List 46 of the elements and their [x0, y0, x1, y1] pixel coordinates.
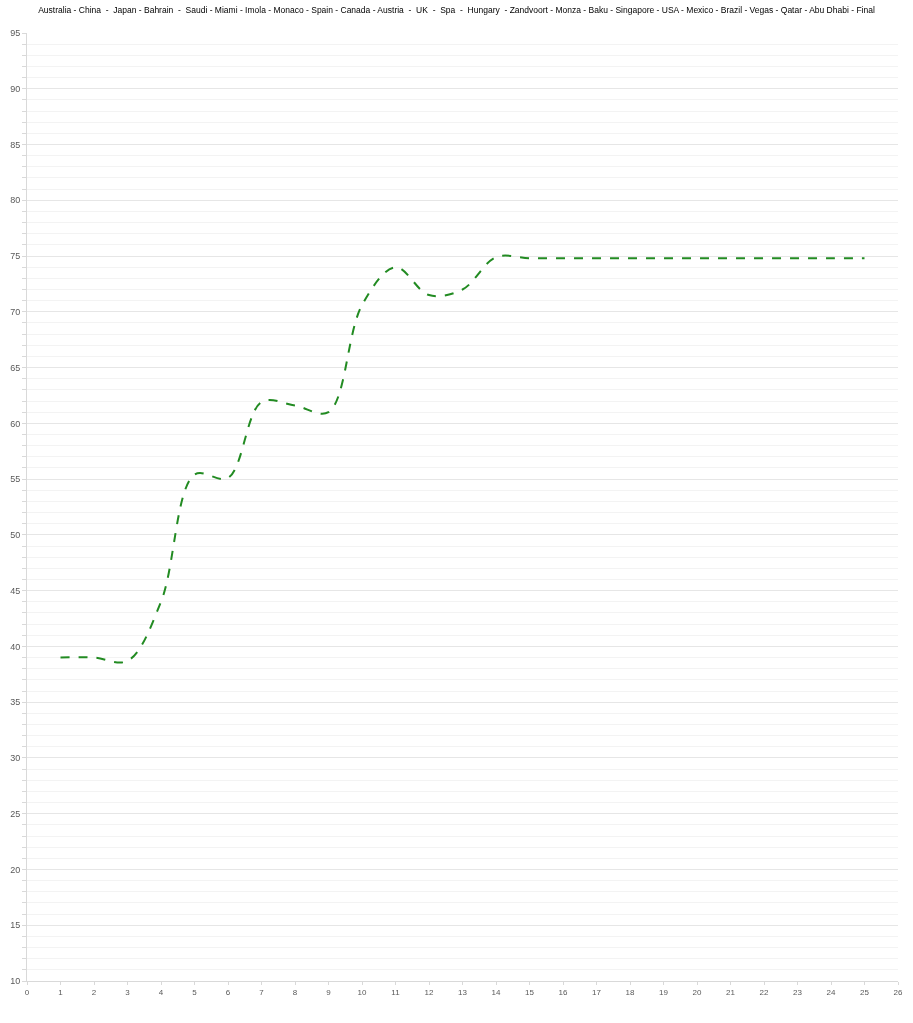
- x-tick-label: 21: [726, 987, 736, 997]
- y-tick-label: 80: [10, 195, 21, 206]
- x-tick-label: 8: [292, 987, 298, 997]
- y-tick-label: 25: [10, 808, 21, 819]
- y-tick-label: 45: [10, 585, 21, 596]
- x-tick-label: 23: [793, 987, 803, 997]
- x-tick-label: 25: [860, 987, 870, 997]
- y-tick-label: 75: [10, 251, 21, 262]
- x-tick-label: 15: [525, 987, 535, 997]
- y-tick-label: 30: [10, 753, 21, 764]
- x-tick-label: 26: [893, 987, 903, 997]
- y-tick-label: 15: [10, 920, 21, 931]
- x-tick-label: 1: [58, 987, 64, 997]
- chart-title: Australia - China - Japan - Bahrain - Saudi - Miami - Imola - Monaco - Spain - Canada - Austria - UK - Spa - Hungary - Zandvoort - Monza - Baku - Singapore - USA - Mexico - Brazil - Vegas - Qatar - Abu Dhabi - Final: [38, 5, 875, 16]
- x-tick-label: 22: [759, 987, 769, 997]
- y-tick-label: 10: [10, 976, 21, 987]
- x-tick-label: 17: [592, 987, 602, 997]
- x-tick-label: 18: [625, 987, 635, 997]
- y-tick-label: 90: [10, 83, 21, 94]
- x-tick-label: 6: [225, 987, 231, 997]
- x-tick-label: 3: [125, 987, 131, 997]
- x-tick-label: 13: [458, 987, 468, 997]
- y-tick-label: 20: [10, 864, 21, 875]
- x-tick-label: 5: [192, 987, 198, 997]
- x-tick-label: 11: [391, 987, 401, 997]
- x-tick-label: 7: [259, 987, 265, 997]
- x-tick-label: 20: [692, 987, 702, 997]
- x-tick-label: 9: [326, 987, 332, 997]
- y-tick-label: 40: [10, 641, 21, 652]
- y-tick-label: 55: [10, 474, 21, 485]
- x-tick-label: 24: [826, 987, 836, 997]
- x-tick-label: 12: [424, 987, 434, 997]
- y-tick-label: 85: [10, 139, 21, 150]
- x-tick-label: 4: [158, 987, 164, 997]
- x-tick-label: 14: [491, 987, 501, 997]
- y-tick-label: 60: [10, 418, 21, 429]
- x-tick-label: 19: [659, 987, 669, 997]
- y-tick-label: 95: [10, 28, 21, 39]
- x-tick-label: 16: [558, 987, 568, 997]
- y-tick-label: 50: [10, 530, 21, 541]
- x-tick-label: 2: [91, 987, 97, 997]
- y-tick-label: 35: [10, 697, 21, 708]
- x-tick-label: 10: [357, 987, 367, 997]
- y-tick-label: 65: [10, 362, 21, 373]
- x-tick-label: 0: [24, 987, 30, 997]
- y-tick-label: 70: [10, 306, 21, 317]
